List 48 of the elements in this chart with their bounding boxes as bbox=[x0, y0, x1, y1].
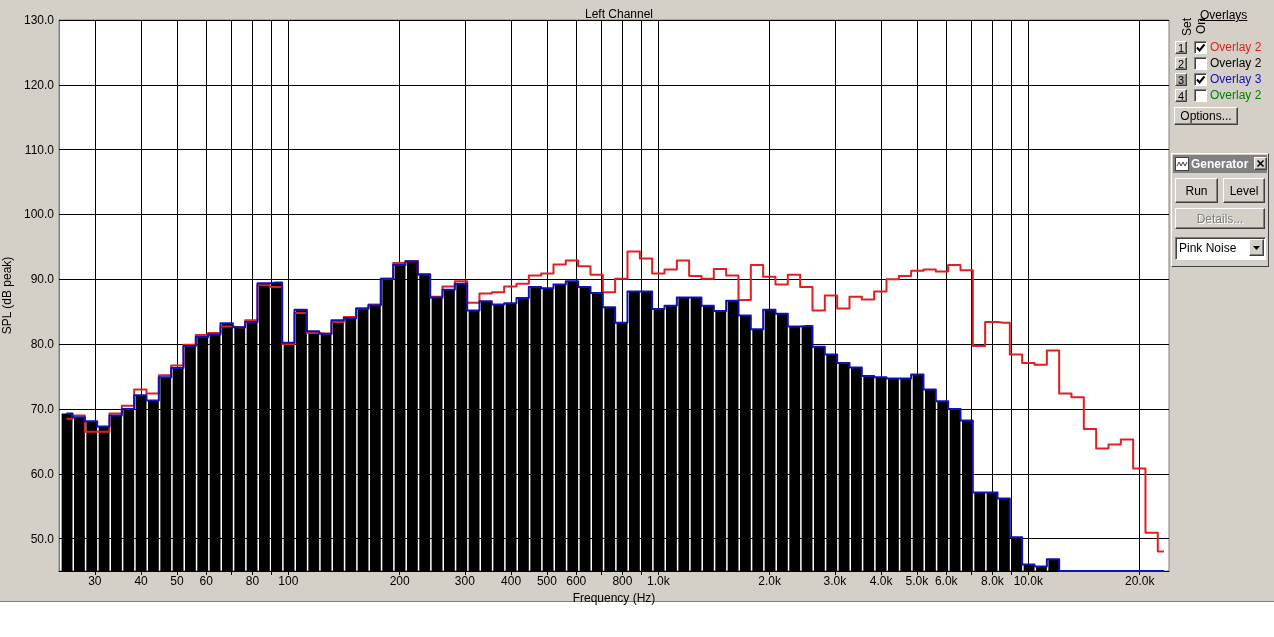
text: Overlay 3 bbox=[1210, 72, 1262, 86]
y-tick-label: 70.0 bbox=[30, 401, 55, 416]
x-tick-label: 20.0k bbox=[1125, 574, 1156, 588]
x-axis-title: Frequency (Hz) bbox=[572, 590, 656, 605]
x-tick-label: 4.0k bbox=[869, 574, 894, 588]
text: Overlay 2 bbox=[1210, 56, 1262, 70]
x-tick-label: 800 bbox=[612, 574, 633, 588]
button: Options... bbox=[1174, 107, 1238, 125]
x-tick-label: 100 bbox=[278, 574, 299, 588]
x-tick-label: 60 bbox=[199, 574, 214, 588]
x-tick-label: 500 bbox=[536, 574, 558, 588]
x-tick-label: 50 bbox=[170, 574, 184, 588]
x-tick-label: 8.0k bbox=[981, 574, 1005, 588]
button: 2 bbox=[1175, 57, 1187, 70]
x-tick-label: 3.0k bbox=[823, 574, 848, 588]
y-tick-label: 90.0 bbox=[30, 272, 55, 287]
text: Generator bbox=[1191, 157, 1249, 171]
y-tick-label: 50.0 bbox=[30, 531, 55, 546]
y-axis-title: SPL (dB peak) bbox=[0, 256, 15, 335]
y-tick-label: 120.0 bbox=[23, 77, 55, 92]
button: 4 bbox=[1175, 89, 1187, 102]
x-tick-label: 1.0k bbox=[646, 574, 671, 588]
text: Set bbox=[1180, 18, 1194, 37]
x-tick-label: 600 bbox=[566, 574, 587, 588]
text: Overlay 2 bbox=[1210, 88, 1262, 102]
x-tick-label: 40 bbox=[134, 574, 149, 588]
chart-title: Left Channel bbox=[584, 7, 654, 21]
button: 1 bbox=[1175, 41, 1187, 54]
y-tick-label: 60.0 bbox=[30, 466, 55, 481]
y-tick-label: 130.0 bbox=[23, 13, 55, 27]
x-tick-label: 10.0k bbox=[1013, 574, 1044, 588]
button: 3 bbox=[1175, 73, 1187, 86]
dropdown: Pink Noise bbox=[1175, 237, 1266, 260]
text: Overlay 2 bbox=[1210, 40, 1262, 54]
button: Run bbox=[1175, 178, 1218, 203]
x-tick-label: 6.0k bbox=[934, 574, 959, 588]
x-tick-label: 30 bbox=[88, 574, 102, 588]
y-tick-label: 80.0 bbox=[30, 337, 55, 352]
button: Details... bbox=[1175, 208, 1265, 229]
y-tick-label: 110.0 bbox=[24, 142, 55, 157]
x-tick-label: 2.0k bbox=[758, 574, 783, 588]
x-tick-label: 200 bbox=[389, 574, 411, 588]
x-tick-label: 5.0k bbox=[905, 574, 930, 588]
x-tick-label: 80 bbox=[245, 574, 260, 588]
x-tick-label: 400 bbox=[501, 574, 522, 588]
x-tick-label: 300 bbox=[454, 574, 476, 588]
y-tick-label: 100.0 bbox=[23, 207, 55, 222]
button: Level bbox=[1223, 178, 1265, 203]
